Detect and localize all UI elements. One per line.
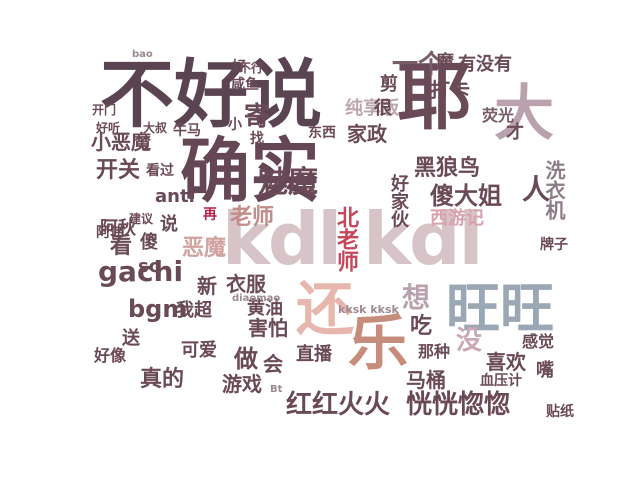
word-xiao: 小 [228,117,242,133]
word-gan-jue: 感觉 [522,332,555,351]
word-chun-xiang-ban: 纯享版 [345,98,399,119]
word-kai-guan: 开关 [96,158,141,183]
word-xian-yu: 咸鱼 [231,77,259,93]
word-jia-zheng: 家政 [347,122,387,146]
word-bu-xing: 不行 [239,61,264,75]
word-hao-xiang: 好像 [94,346,127,365]
word-na-zhong: 那种 [418,342,451,361]
word-da-ka: 打卡 [430,78,470,102]
word-zhao: 找 [250,131,264,147]
word-wo-chao: 我超 [176,300,212,321]
word-a-qiu: 阿秋 [100,218,136,239]
word-gachi: gachi [98,255,184,288]
word-pai-zi: 牌子 [540,237,568,253]
word-hen: 很 [374,98,392,119]
word-zhi-bo: 直播 [296,344,332,365]
word-a-wei: 阿伟 [96,225,124,241]
word-hei-lang-niao: 黑狼鸟 [414,156,481,181]
word-e-mo: 恶魔 [182,236,227,261]
word-que-shi: 确实 [180,130,320,212]
word-wang-wang: 旺旺 [446,277,554,340]
word-mei: 没 [456,326,483,356]
word-xiao-e-mo: 小恶魔 [91,130,151,154]
word-anti: anti [155,186,195,207]
word-zai: 再 [203,207,217,223]
word-song: 送 [122,328,140,349]
word-huang-huang-hu-hu: 恍恍惚惚 [406,390,511,420]
word-bei-lao-shi: 北老师 [333,206,358,272]
word-huang-you: 黄油 [247,298,283,319]
word-da: 大 [494,79,554,149]
word-zui: 嘴 [536,360,554,381]
word-sha: 傻 [140,232,158,253]
word-bao: bao [132,49,153,60]
word-sc: sc [138,256,160,277]
word-hao-jia-huo: 好家伙 [388,174,409,228]
word-da-shu: 大叔 [143,121,168,135]
word-cai: 才 [506,122,524,143]
word-mei-mo: 魅魔 [258,165,318,200]
word-dong-xi: 东西 [308,125,336,141]
word-yi-ge: 一个 [392,50,445,80]
word-you-xi: 游戏 [222,372,262,396]
word-kan-guo: 看过 [146,163,174,179]
word-zhen-de: 真的 [140,367,185,392]
word-ren: 人 [522,173,551,206]
word-bgm: bgm [128,295,188,323]
word-hong-hong-huo-huo: 红红火火 [286,390,391,420]
word-you-mei-you: 有没有 [458,54,512,75]
word-xi-huan: 喜欢 [486,350,526,374]
word-kai-men: 开门 [92,103,117,117]
word-bu-hao-shuo: 不好说 [100,52,322,138]
word-huan: 还 [296,275,355,343]
word-hui: 会 [263,352,283,376]
word-xue-ya-ji: 血压计 [480,373,522,389]
word-hao-ting: 好听 [96,121,121,135]
word-tie-zhi: 贴纸 [546,404,574,420]
word-ke-ai: 可爱 [181,340,217,361]
word-kksk: kksk kksk [338,303,399,316]
word-hao: 好 [232,59,246,75]
word-lao-shi: 老师 [230,205,275,230]
word-kan: 看 [110,234,133,259]
word-xi-yi-ji: 洗衣机 [542,160,566,220]
word-ying-guang: 荧光 [482,106,515,125]
word-xin: 新 [197,274,217,298]
word-zuo: 做 [234,345,258,373]
word-ma-tong: 马桶 [406,368,446,392]
word-sha-da-jie: 傻大姐 [430,182,502,210]
word-xi-you-ji: 西游记 [430,208,484,229]
word-xiang: 想 [402,281,431,314]
word-ji: 寄 [244,102,271,132]
word-diaomao: diaomao [232,293,281,304]
word-shuo: 说 [160,214,178,235]
word-ye: 耶 [397,54,471,140]
word-jian: 剪 [380,74,398,95]
word-le: 乐 [348,309,408,379]
word-jian-yi: 建议 [129,212,154,226]
word-chi: 吃 [410,314,433,339]
word-yi-fu: 衣服 [226,272,266,296]
word-hai-pa: 害怕 [248,316,288,340]
word-kdl-kdl: kdl kdl [222,197,483,281]
word-bt: Bt [270,384,283,395]
word-mo: 魔 [436,52,454,73]
word-niu-ma: 牛马 [173,123,201,139]
